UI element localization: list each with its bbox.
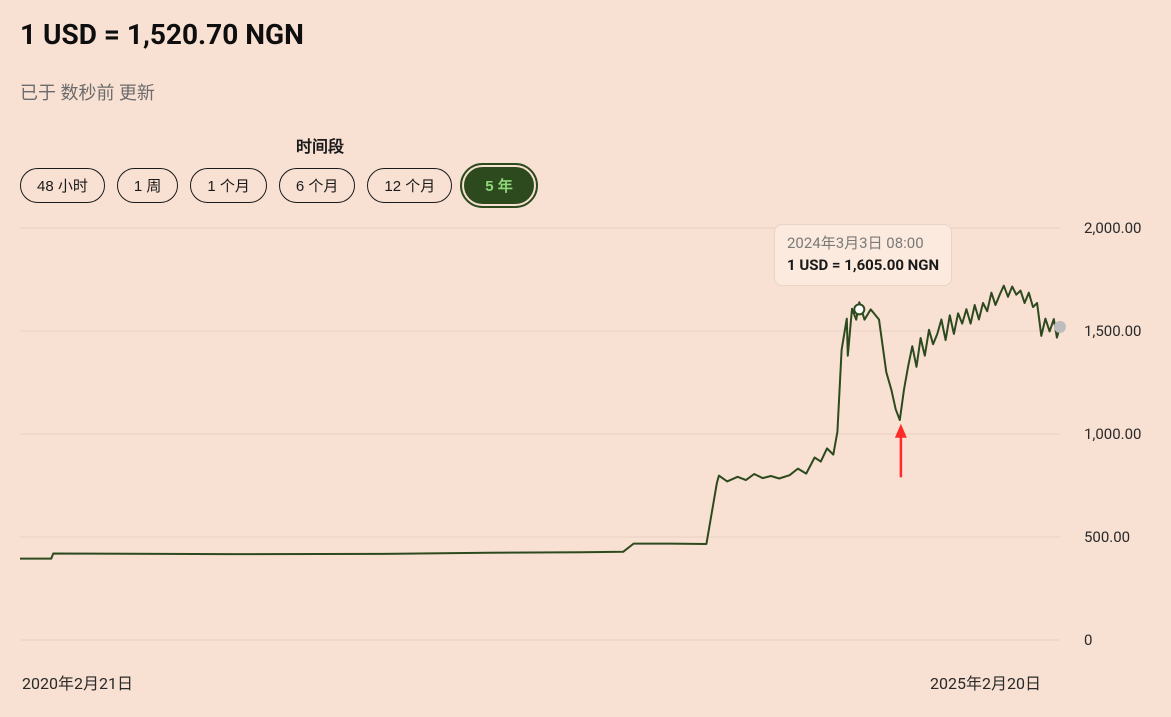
period-selector: 时间段 48 小时 1 周 1 个月 6 个月 12 个月 5 年 bbox=[20, 133, 1151, 204]
exchange-rate-title: 1 USD = 1,520.70 NGN bbox=[20, 18, 1151, 51]
period-pill[interactable]: 6 个月 bbox=[279, 168, 356, 203]
period-label: 时间段 bbox=[20, 133, 620, 157]
period-pill[interactable]: 12 个月 bbox=[367, 168, 452, 203]
svg-text:1,500.00: 1,500.00 bbox=[1084, 322, 1142, 340]
svg-text:500.00: 500.00 bbox=[1084, 528, 1130, 546]
period-pill[interactable]: 5 年 bbox=[464, 167, 534, 204]
period-pill[interactable]: 1 个月 bbox=[190, 168, 267, 203]
x-axis-dates: 2020年2月21日 2025年2月20日 bbox=[20, 670, 1151, 694]
chart-area: 0500.001,000.001,500.002,000.00 2024年3月3… bbox=[20, 220, 1151, 660]
x-end-date: 2025年2月20日 bbox=[930, 670, 1041, 694]
update-status: 已于 数秒前 更新 bbox=[20, 79, 1151, 105]
svg-text:1,000.00: 1,000.00 bbox=[1084, 425, 1142, 443]
svg-text:0: 0 bbox=[1084, 631, 1092, 649]
x-start-date: 2020年2月21日 bbox=[22, 670, 133, 694]
period-pills: 48 小时 1 周 1 个月 6 个月 12 个月 5 年 bbox=[20, 167, 1151, 204]
period-pill[interactable]: 1 周 bbox=[117, 168, 179, 203]
svg-text:2,000.00: 2,000.00 bbox=[1084, 220, 1142, 237]
period-pill[interactable]: 48 小时 bbox=[20, 168, 105, 203]
line-chart[interactable]: 0 500.00 1,000.00 1,500.00 2,000.00 bbox=[20, 220, 1151, 660]
